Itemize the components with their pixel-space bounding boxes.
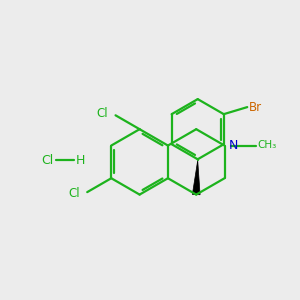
Polygon shape [192, 160, 200, 195]
Text: Cl: Cl [97, 107, 108, 120]
Text: CH₃: CH₃ [257, 140, 276, 150]
Text: H: H [76, 154, 85, 167]
Text: N: N [228, 139, 238, 152]
Text: Cl: Cl [68, 187, 80, 200]
Text: Br: Br [249, 100, 262, 114]
Text: Cl: Cl [41, 154, 54, 167]
